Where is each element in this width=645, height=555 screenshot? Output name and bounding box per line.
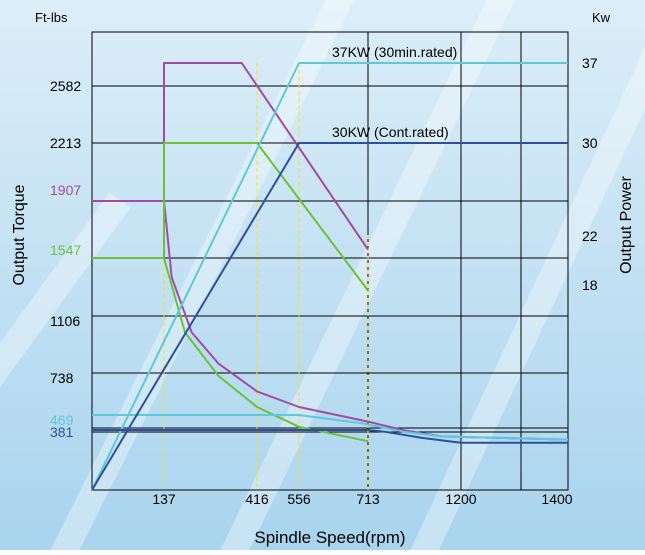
series-line-7 xyxy=(91,142,568,491)
y-tick-right: 18 xyxy=(582,277,598,293)
series-group xyxy=(91,62,569,491)
y-tick-left: 1907 xyxy=(50,182,81,198)
series-line-6 xyxy=(92,429,568,444)
y-tick-left: 2213 xyxy=(50,135,81,151)
y-tick-left: 469 xyxy=(50,412,74,428)
right-unit-label: Kw xyxy=(592,10,611,25)
x-tick: 713 xyxy=(356,491,380,507)
x-axis-title: Spindle Speed(rpm) xyxy=(254,528,405,547)
y-tick-right: 37 xyxy=(582,55,598,71)
annotation-30kw: 30KW (Cont.rated) xyxy=(332,124,449,140)
y-tick-left: 1547 xyxy=(50,242,81,258)
x-tick: 1200 xyxy=(445,491,476,507)
series-line-4 xyxy=(92,414,569,441)
y-tick-right: 30 xyxy=(582,135,598,151)
x-tick: 556 xyxy=(287,491,311,507)
left-unit-label: Ft-lbs xyxy=(35,10,68,25)
series-line-2 xyxy=(92,142,369,292)
x-tick: 137 xyxy=(152,491,176,507)
background-streak xyxy=(218,0,516,555)
background-streak xyxy=(0,192,131,388)
y-tick-right: 22 xyxy=(582,228,598,244)
series-line-0 xyxy=(92,62,369,251)
background-streak xyxy=(408,47,645,555)
x-tick: 416 xyxy=(245,491,269,507)
y-axis-title-left: Output Torque xyxy=(11,184,28,285)
x-tick: 1400 xyxy=(541,491,572,507)
plot-area xyxy=(91,31,569,491)
y-tick-left: 381 xyxy=(50,424,74,440)
y-tick-left: 1106 xyxy=(50,313,80,329)
y-axis-title-right: Output Power xyxy=(618,175,635,274)
annotation-37kw: 37KW (30min.rated) xyxy=(332,44,457,60)
y-tick-left: 2582 xyxy=(50,78,81,94)
series-line-5 xyxy=(91,62,568,491)
y-tick-left: 738 xyxy=(50,370,74,386)
